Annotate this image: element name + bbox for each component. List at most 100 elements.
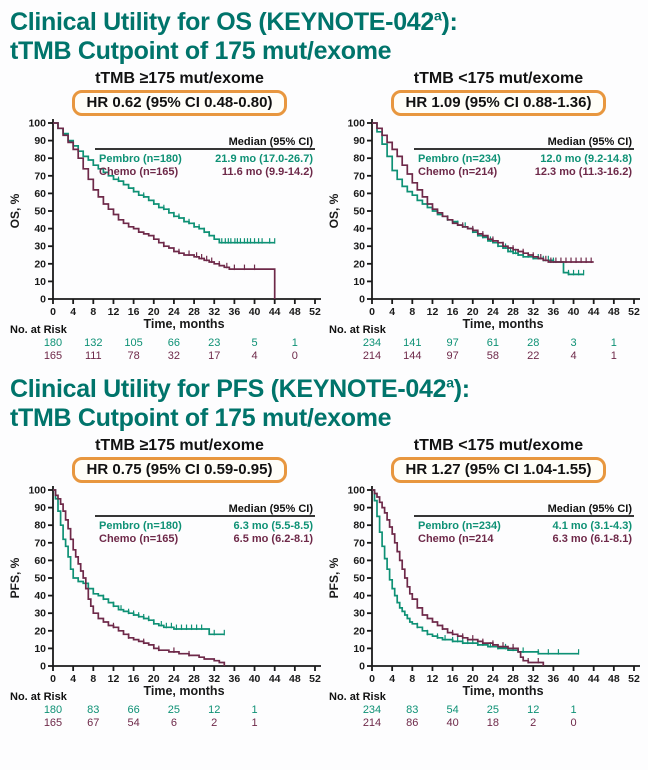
panel-title: tTMB <175 mut/exome <box>413 437 584 454</box>
at-risk-value: 86 <box>406 717 418 729</box>
at-risk-value: 1 <box>570 704 576 716</box>
y-tick-label: 80 <box>353 520 365 532</box>
legend-median-value: 12.3 mo (11.3-16.2) <box>534 166 632 178</box>
heading-line-2: tTMB Cutpoint of 175 mut/exome <box>10 403 392 432</box>
x-tick-label: 8 <box>90 306 96 318</box>
x-tick-label: 8 <box>90 673 96 685</box>
y-tick-label: 10 <box>353 276 365 288</box>
median-legend: Median (95% CI) Pembro (n=180) 21.9 mo (17… <box>94 136 315 178</box>
legend-median-value: 12.0 mo (9.2-14.8) <box>540 153 632 165</box>
no-at-risk-label: No. at Risk <box>10 324 68 336</box>
at-risk-value: 97 <box>446 337 458 349</box>
at-risk-value: 144 <box>403 350 421 362</box>
at-risk-value: 6 <box>170 717 176 729</box>
at-risk-value: 141 <box>403 337 421 349</box>
os-panels-row: tTMB ≥175 mut/exome HR 0.62 (95% CI 0.48… <box>0 70 648 365</box>
y-tick-label: 90 <box>34 135 46 147</box>
at-risk-value: 25 <box>486 704 498 716</box>
x-tick-label: 20 <box>466 673 478 685</box>
y-tick-label: 20 <box>34 625 46 637</box>
legend-header: Median (95% CI) <box>547 136 632 148</box>
heading-text: Clinical Utility for OS (KEYNOTE-042 <box>10 8 435 36</box>
hr-badge: HR 0.62 (95% CI 0.48-0.80) <box>71 90 288 116</box>
y-tick-label: 0 <box>359 661 365 673</box>
y-tick-label: 50 <box>353 206 365 218</box>
y-tick-label: 100 <box>347 485 365 497</box>
at-risk-value: 67 <box>87 717 99 729</box>
y-tick-label: 70 <box>34 170 46 182</box>
km-series-pembro <box>52 489 225 636</box>
section-heading-pfs: Clinical Utility for PFS (KEYNOTE-042a):… <box>0 367 648 437</box>
at-risk-value: 54 <box>127 717 139 729</box>
axes <box>47 486 321 671</box>
at-risk-row-chemo: 214 144 97 58 22 4 1 <box>362 350 616 362</box>
y-tick-label: 80 <box>353 153 365 165</box>
at-risk-value: 180 <box>43 337 61 349</box>
at-risk-value: 40 <box>446 717 458 729</box>
at-risk-row-chemo: 214 86 40 18 2 0 <box>362 717 576 729</box>
legend-arm-name: Pembro (n=180) <box>99 153 182 165</box>
x-tick-label: 40 <box>248 673 260 685</box>
at-risk-row-chemo: 165 67 54 6 2 1 <box>43 717 257 729</box>
at-risk-value: 12 <box>208 704 220 716</box>
x-tick-label: 8 <box>409 306 415 318</box>
y-tick-label: 50 <box>34 573 46 585</box>
y-tick-label: 0 <box>40 661 46 673</box>
at-risk-value: 214 <box>362 717 380 729</box>
x-tick-label: 52 <box>628 673 640 685</box>
y-tick-label: 40 <box>34 223 46 235</box>
at-risk-value: 234 <box>362 704 380 716</box>
legend-arm-name: Pembro (n=180) <box>99 520 182 532</box>
x-tick-label: 16 <box>127 673 139 685</box>
km-curve <box>52 489 224 636</box>
x-tick-label: 24 <box>487 306 499 318</box>
y-tick-label: 90 <box>353 502 365 514</box>
at-risk-value: 61 <box>486 337 498 349</box>
at-risk-value: 132 <box>84 337 102 349</box>
y-axis-title: PFS, % <box>327 557 341 598</box>
heading-line-1: Clinical Utility for PFS (KEYNOTE-042a): <box>10 375 648 404</box>
x-tick-label: 44 <box>268 306 280 318</box>
heading-line-2: tTMB Cutpoint of 175 mut/exome <box>10 36 392 65</box>
y-tick-label: 50 <box>353 573 365 585</box>
x-tick-label: 48 <box>289 306 301 318</box>
legend-median-value: 21.9 mo (17.0-26.7) <box>215 153 313 165</box>
legend-arm-name: Chemo (n=165) <box>99 166 178 178</box>
at-risk-value: 1 <box>610 337 616 349</box>
y-axis-title: OS, % <box>8 193 22 228</box>
section-heading-os: Clinical Utility for OS (KEYNOTE-042a): … <box>0 0 648 70</box>
median-legend: Median (95% CI) Pembro (n=234) 12.0 mo (9.… <box>413 136 634 178</box>
x-tick-label: 52 <box>309 306 321 318</box>
x-tick-label: 16 <box>446 673 458 685</box>
km-series-chemo <box>52 489 225 666</box>
x-tick-label: 12 <box>426 306 438 318</box>
at-risk-value: 105 <box>124 337 142 349</box>
x-tick-label: 40 <box>567 673 579 685</box>
km-series-chemo <box>371 122 594 264</box>
x-tick-label: 40 <box>567 306 579 318</box>
x-tick-label: 48 <box>608 306 620 318</box>
y-tick-label: 60 <box>34 555 46 567</box>
y-axis-title: PFS, % <box>8 557 22 598</box>
at-risk-value: 165 <box>43 717 61 729</box>
y-tick-label: 30 <box>34 608 46 620</box>
pfs-section: Clinical Utility for PFS (KEYNOTE-042a):… <box>0 367 648 732</box>
x-tick-label: 0 <box>369 673 375 685</box>
at-risk-value: 111 <box>84 350 101 362</box>
at-risk-row-pembro: 234 141 97 61 28 3 1 <box>362 337 616 349</box>
at-risk-value: 83 <box>406 704 418 716</box>
x-tick-label: 36 <box>547 673 559 685</box>
y-tick-label: 70 <box>34 537 46 549</box>
x-tick-label: 4 <box>389 673 395 685</box>
x-tick-label: 20 <box>466 306 478 318</box>
at-risk-value: 17 <box>208 350 220 362</box>
y-axis-title: OS, % <box>327 193 341 228</box>
km-panel-pfs-low-tmb: tTMB <175 mut/exome HR 1.27 (95% CI 1.04… <box>324 437 643 732</box>
x-tick-label: 12 <box>107 673 119 685</box>
y-tick-label: 100 <box>347 118 365 130</box>
at-risk-value: 1 <box>251 704 257 716</box>
x-tick-label: 52 <box>628 306 640 318</box>
km-panel-pfs-high-tmb: tTMB ≥175 mut/exome HR 0.75 (95% CI 0.59… <box>5 437 324 732</box>
x-tick-label: 0 <box>50 673 56 685</box>
